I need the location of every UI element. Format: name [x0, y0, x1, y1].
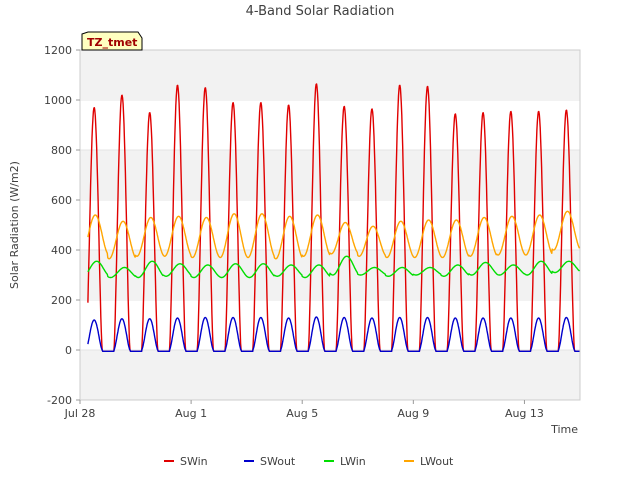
x-tick-label: Aug 5	[286, 407, 318, 420]
y-tick-label: -200	[47, 394, 72, 407]
series-line-lwout	[87, 210, 581, 260]
station-tag-label: TZ_tmet	[87, 36, 137, 49]
plot-frame	[79, 49, 581, 401]
x-tick-label: Aug 9	[397, 407, 429, 420]
x-axis-label: Time	[550, 423, 578, 436]
grid-band	[80, 150, 580, 200]
x-tick-label: Aug 13	[505, 407, 544, 420]
legend-label: SWout	[260, 455, 296, 468]
y-axis-ticks: -200 0 200 400 600 800 1000 1200	[44, 44, 80, 407]
grid-bands	[80, 49, 580, 400]
y-tick-label: 200	[51, 294, 72, 307]
x-axis-ticks: Jul 28 Aug 1 Aug 5 Aug 9 Aug 13	[64, 400, 544, 420]
y-tick-label: 600	[51, 194, 72, 207]
y-tick-label: 0	[65, 344, 72, 357]
legend-label: LWout	[420, 455, 454, 468]
y-tick-label: 1200	[44, 44, 72, 57]
y-tick-label: 1000	[44, 94, 72, 107]
legend: SWin SWout LWin LWout	[164, 455, 454, 468]
chart-title: 4-Band Solar Radiation	[246, 4, 395, 19]
legend-label: LWin	[340, 455, 366, 468]
x-tick-label: Aug 1	[175, 407, 207, 420]
station-tag: TZ_tmet	[81, 31, 143, 51]
legend-label: SWin	[180, 455, 208, 468]
grid-band	[80, 50, 580, 100]
series-line-lwin	[87, 255, 581, 279]
series-line-swout	[87, 316, 580, 352]
grid-band	[80, 350, 580, 400]
y-axis-label: Solar Radiation (W/m2)	[8, 161, 21, 289]
series-group	[87, 83, 581, 352]
x-tick-label: Jul 28	[64, 407, 96, 420]
y-tick-label: 400	[51, 244, 72, 257]
y-tick-label: 800	[51, 144, 72, 157]
station-tag-box	[81, 31, 143, 51]
